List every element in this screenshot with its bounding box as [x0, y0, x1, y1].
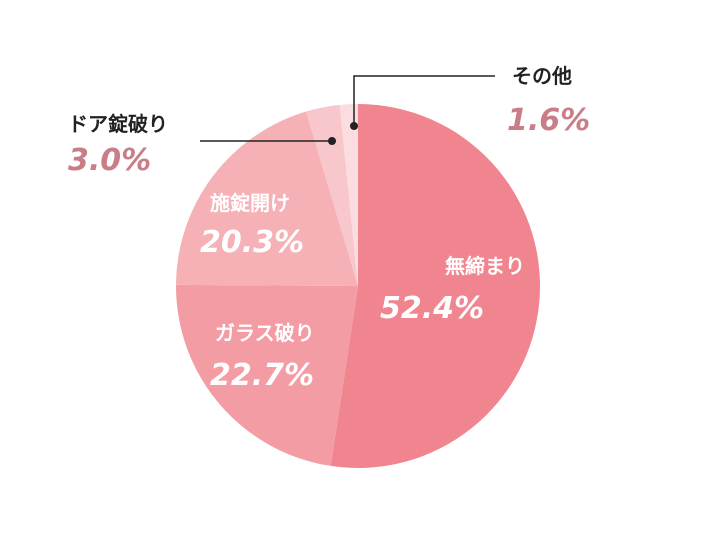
pie-slice-1 — [175, 284, 358, 466]
slice-value-0: 52.4% — [380, 291, 484, 326]
slice-value-3: 3.0% — [68, 143, 151, 178]
slice-label-4: その他 — [512, 64, 572, 88]
slice-label-1: ガラス破り — [215, 321, 315, 345]
slice-label-3: ドア錠破り — [68, 112, 168, 136]
leader-line-4 — [353, 75, 495, 126]
pie-slice-3 — [306, 104, 358, 286]
pie-slice-0 — [330, 104, 540, 468]
slice-label-0: 無締まり — [445, 254, 525, 278]
pie-slice-2 — [176, 111, 358, 286]
leader-dot-3 — [328, 137, 336, 145]
pie-slice-4 — [339, 104, 358, 286]
slice-label-2: 施錠開け — [210, 191, 290, 215]
slice-value-2: 20.3% — [200, 225, 304, 260]
slice-value-1: 22.7% — [210, 358, 314, 393]
leader-dot-4 — [350, 122, 358, 130]
slice-value-4: 1.6% — [507, 103, 590, 138]
